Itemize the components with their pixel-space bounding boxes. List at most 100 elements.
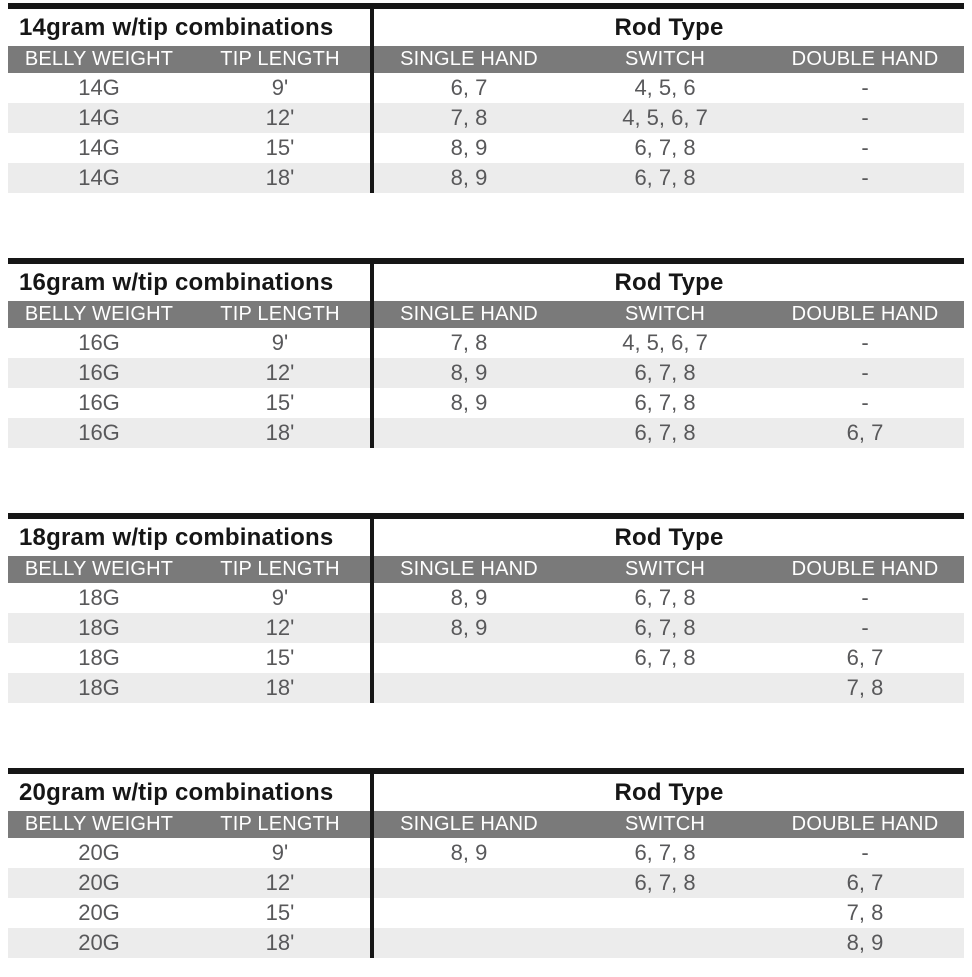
column-header-single-hand: SINGLE HAND (370, 811, 565, 838)
column-header-tip-length: TIP LENGTH (190, 556, 373, 583)
cell-tip-length: 9' (271, 585, 289, 610)
spec-table: 16gram w/tip combinations Rod Type BELLY… (8, 264, 965, 448)
cell-double-hand: - (766, 613, 965, 643)
column-header-tip-length: TIP LENGTH (190, 301, 373, 328)
table-row: 18G 12' 8, 9 6, 7, 8 - (8, 613, 965, 643)
rod-type-header: Rod Type (370, 519, 965, 556)
cell-switch: 6, 7, 8 (634, 390, 696, 415)
rod-type-header: Rod Type (370, 774, 965, 811)
table-title: 18gram w/tip combinations (19, 523, 334, 551)
cell-single-hand: 7, 8 (370, 103, 565, 133)
cell-tip-length: 12' (190, 868, 373, 898)
table-row: 16G 18' 6, 7, 8 6, 7 (8, 418, 965, 448)
combinations-table-20g: 20gram w/tip combinations Rod Type BELLY… (8, 768, 965, 958)
cell-tip-length: 18' (190, 418, 373, 448)
column-header-switch: SWITCH (564, 811, 767, 838)
table-row: 16G 15' 8, 9 6, 7, 8 - (8, 388, 964, 418)
cell-switch: 4, 5, 6, 7 (564, 103, 767, 133)
cell-switch: 6, 7, 8 (564, 358, 767, 388)
cell-switch (564, 898, 766, 928)
cell-belly-weight: 14G (78, 75, 120, 100)
cell-tip-length: 15' (265, 390, 295, 415)
cell-single-hand: 6, 7 (370, 73, 565, 103)
cell-tip-length: 18' (190, 928, 373, 958)
table-row: 20G 12' 6, 7, 8 6, 7 (8, 868, 965, 898)
cell-tip-length: 18' (190, 673, 373, 703)
column-header-belly-weight: BELLY WEIGHT (8, 46, 190, 73)
table-row: 16G 12' 8, 9 6, 7, 8 - (8, 358, 965, 388)
spec-table: 18gram w/tip combinations Rod Type BELLY… (8, 519, 965, 703)
table-title: 20gram w/tip combinations (19, 778, 334, 806)
cell-double-hand: - (861, 585, 869, 610)
cell-single-hand (370, 898, 565, 928)
combinations-table-14g: 14gram w/tip combinations Rod Type BELLY… (8, 3, 965, 193)
cell-belly-weight: 18G (78, 585, 120, 610)
cell-switch (564, 673, 767, 703)
table-row: 18G 9' 8, 9 6, 7, 8 - (8, 583, 964, 613)
cell-double-hand: - (766, 358, 965, 388)
table-title: 14gram w/tip combinations (19, 13, 334, 41)
cell-single-hand (370, 643, 565, 673)
table-row: 18G 18' 7, 8 (8, 673, 965, 703)
cell-double-hand: - (861, 135, 869, 160)
cell-single-hand: 8, 9 (370, 163, 565, 193)
cell-single-hand (370, 928, 565, 958)
cell-switch: 6, 7, 8 (564, 163, 767, 193)
column-header-switch: SWITCH (564, 46, 767, 73)
cell-single-hand: 8, 9 (370, 838, 565, 868)
cell-single-hand: 8, 9 (370, 358, 565, 388)
column-header-double-hand: DOUBLE HAND (766, 811, 965, 838)
rod-type-header: Rod Type (370, 9, 965, 46)
cell-belly-weight: 18G (8, 673, 190, 703)
cell-double-hand: 7, 8 (846, 900, 884, 925)
table-title: 16gram w/tip combinations (19, 268, 334, 296)
table-row: 14G 9' 6, 7 4, 5, 6 - (8, 73, 964, 103)
column-header-switch: SWITCH (564, 301, 767, 328)
cell-belly-weight: 16G (78, 330, 120, 355)
cell-single-hand: 8, 9 (370, 613, 565, 643)
cell-double-hand: - (861, 840, 869, 865)
cell-belly-weight: 20G (8, 868, 190, 898)
cell-switch: 6, 7, 8 (634, 645, 696, 670)
cell-tip-length: 9' (271, 330, 289, 355)
cell-tip-length: 12' (190, 103, 373, 133)
cell-belly-weight: 20G (78, 900, 120, 925)
cell-tip-length: 12' (190, 358, 373, 388)
cell-switch: 6, 7, 8 (634, 840, 696, 865)
cell-belly-weight: 18G (8, 613, 190, 643)
cell-belly-weight: 16G (8, 358, 190, 388)
table-row: 14G 18' 8, 9 6, 7, 8 - (8, 163, 965, 193)
cell-double-hand: - (861, 330, 869, 355)
cell-single-hand: 8, 9 (370, 583, 565, 613)
cell-double-hand: - (766, 103, 965, 133)
cell-double-hand: - (766, 163, 965, 193)
cell-single-hand (370, 868, 565, 898)
cell-tip-length: 9' (271, 840, 289, 865)
column-header-belly-weight: BELLY WEIGHT (8, 811, 190, 838)
cell-tip-length: 15' (265, 900, 295, 925)
column-header-single-hand: SINGLE HAND (370, 556, 565, 583)
column-header-belly-weight: BELLY WEIGHT (8, 301, 190, 328)
rod-type-header: Rod Type (370, 264, 965, 301)
cell-belly-weight: 18G (78, 645, 120, 670)
cell-double-hand: 8, 9 (766, 928, 965, 958)
column-header-switch: SWITCH (564, 556, 767, 583)
column-header-single-hand: SINGLE HAND (370, 46, 565, 73)
column-header-tip-length: TIP LENGTH (190, 46, 373, 73)
cell-double-hand: - (861, 75, 869, 100)
table-row: 20G 15' 7, 8 (8, 898, 964, 928)
cell-tip-length: 15' (265, 135, 295, 160)
cell-belly-weight: 14G (8, 103, 190, 133)
combinations-table-16g: 16gram w/tip combinations Rod Type BELLY… (8, 258, 965, 448)
cell-double-hand: 6, 7 (766, 868, 965, 898)
cell-switch (564, 928, 767, 958)
cell-single-hand (370, 418, 565, 448)
spec-table: 14gram w/tip combinations Rod Type BELLY… (8, 9, 965, 193)
column-header-double-hand: DOUBLE HAND (766, 301, 965, 328)
table-row: 14G 15' 8, 9 6, 7, 8 - (8, 133, 964, 163)
column-header-tip-length: TIP LENGTH (190, 811, 373, 838)
cell-tip-length: 15' (265, 645, 295, 670)
combinations-table-18g: 18gram w/tip combinations Rod Type BELLY… (8, 513, 965, 703)
cell-switch: 4, 5, 6 (634, 75, 696, 100)
